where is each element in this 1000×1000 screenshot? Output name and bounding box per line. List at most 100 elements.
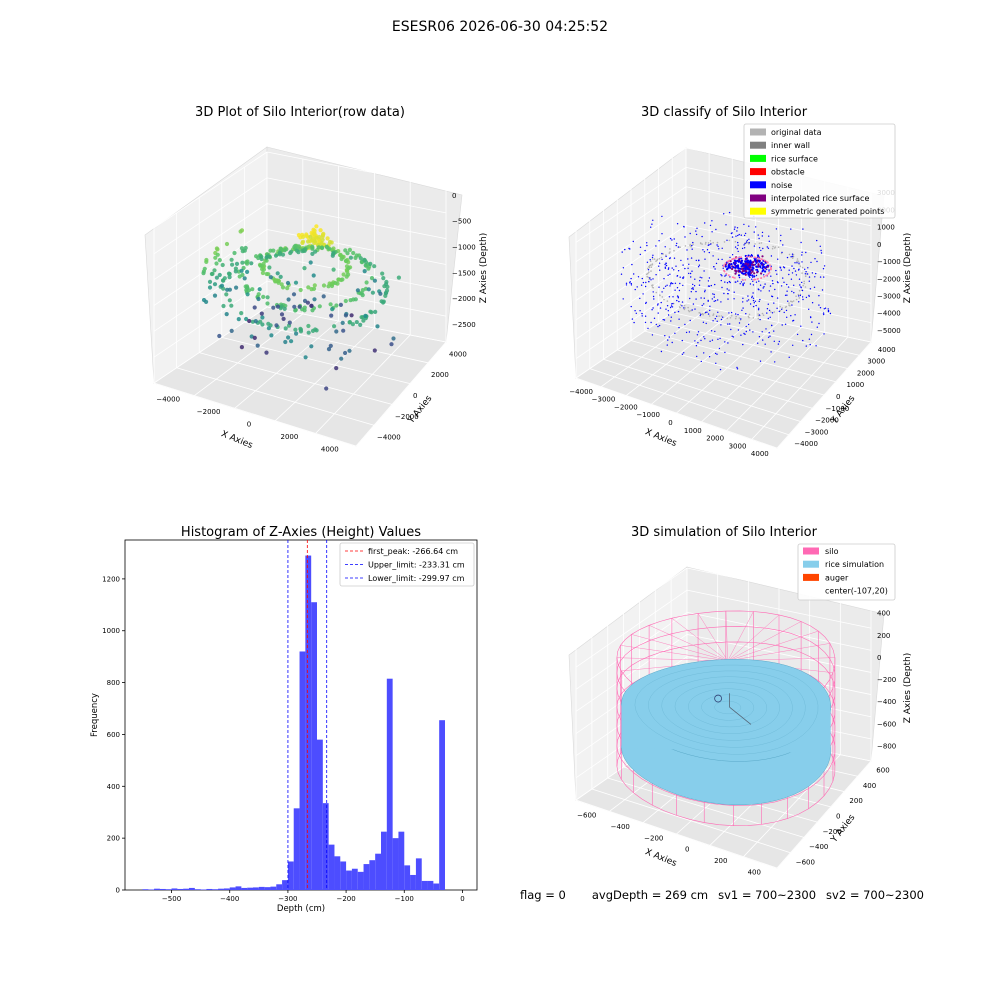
noise-point <box>800 241 802 244</box>
noise-point <box>759 360 762 362</box>
noise-point <box>799 284 801 286</box>
histogram-bar <box>287 861 294 890</box>
legend-swatch <box>750 181 766 189</box>
noise-point <box>670 305 673 307</box>
x-tick-label: −4000 <box>569 388 593 396</box>
scatter-point <box>313 249 318 254</box>
cluster-point <box>762 269 765 272</box>
noise-point <box>659 307 662 309</box>
histogram-bar <box>189 887 195 890</box>
cluster-point <box>766 265 769 268</box>
noise-point <box>784 323 787 325</box>
scatter-point <box>219 283 225 288</box>
p2-title: 3D classify of Silo Interior <box>641 105 808 120</box>
noise-point <box>673 238 675 240</box>
cluster-point <box>742 269 745 272</box>
scatter-point <box>331 251 336 257</box>
scatter-point <box>804 286 807 288</box>
y-tick-label: 1000 <box>102 627 120 635</box>
scatter-point <box>266 326 271 331</box>
noise-point <box>652 219 654 221</box>
noise-point <box>786 316 788 318</box>
noise-point <box>711 298 713 300</box>
p1-xlabel: X Axies <box>219 429 254 451</box>
noise-point <box>660 350 663 353</box>
noise-point <box>708 356 711 358</box>
noise-point <box>808 338 811 340</box>
noise-point <box>714 318 716 320</box>
noise-point <box>683 352 685 354</box>
noise-point <box>728 211 731 214</box>
rim-point <box>753 256 756 259</box>
noise-point <box>669 237 672 240</box>
panel-classify: 3D classify of Silo Interior −4000−3000−… <box>568 105 913 458</box>
noise-point <box>710 330 713 332</box>
scatter-point <box>690 246 692 248</box>
panel-simulation: 3D simulation of Silo Interior −600 −400 −… <box>568 525 913 876</box>
y-tick-label: −600 <box>796 858 815 866</box>
p3-vlines <box>287 540 328 890</box>
scatter-point <box>788 302 790 304</box>
noise-point <box>647 269 650 271</box>
noise-point <box>651 334 654 336</box>
histogram-bar <box>404 865 411 890</box>
noise-point <box>761 331 763 333</box>
legend-label: Upper_limit: -233.31 cm <box>368 561 465 570</box>
noise-point <box>823 313 825 316</box>
scatter-point <box>690 309 692 312</box>
scatter-point <box>258 263 263 268</box>
rim-point <box>757 278 759 280</box>
scatter-point <box>779 310 782 312</box>
p4-xlabel: X Axies <box>643 847 678 869</box>
scatter-point <box>239 311 244 316</box>
histogram-bar <box>398 831 405 890</box>
rim-point <box>769 264 771 266</box>
noise-point <box>651 309 653 311</box>
noise-point <box>715 228 717 231</box>
noise-point <box>810 261 812 264</box>
noise-point <box>727 323 729 325</box>
cluster-point <box>740 271 744 274</box>
cluster-point <box>733 259 737 262</box>
scatter-point <box>360 293 365 298</box>
noise-point <box>746 300 748 302</box>
noise-point <box>754 300 757 302</box>
scatter-point <box>792 300 795 302</box>
noise-point <box>768 332 770 334</box>
grid-line <box>153 151 268 229</box>
scatter-point <box>253 319 258 324</box>
z-tick-label: −600 <box>877 720 896 728</box>
noise-point <box>641 315 643 317</box>
noise-point <box>709 309 711 312</box>
noise-point <box>770 265 772 267</box>
cluster-point <box>756 271 759 274</box>
p3-legend-box <box>339 542 475 587</box>
scatter-point <box>369 276 375 281</box>
scatter-point <box>707 242 710 244</box>
noise-point <box>724 281 726 283</box>
y-tick-label: 0 <box>116 887 120 895</box>
noise-point <box>633 321 635 324</box>
noise-point <box>664 267 667 269</box>
scatter-point <box>647 272 649 275</box>
x-tick-label: −400 <box>611 823 630 831</box>
noise-point <box>662 318 664 321</box>
noise-point <box>763 274 765 276</box>
scatter-point <box>217 258 222 263</box>
noise-point <box>741 247 744 250</box>
noise-point <box>785 309 788 312</box>
z-tick-label: −1000 <box>452 243 476 251</box>
noise-point <box>723 292 725 295</box>
noise-point <box>768 269 770 271</box>
scatter-point <box>267 265 272 270</box>
scatter-point <box>349 313 354 318</box>
cluster-point <box>740 265 743 268</box>
scatter-point <box>324 386 329 391</box>
noise-point <box>804 273 807 275</box>
noise-point <box>721 275 723 277</box>
silo-roof-spoke <box>649 625 728 662</box>
noise-point <box>800 286 802 288</box>
y-tick-label: −2000 <box>815 417 839 425</box>
grid-line <box>315 334 411 434</box>
noise-point <box>712 255 714 257</box>
